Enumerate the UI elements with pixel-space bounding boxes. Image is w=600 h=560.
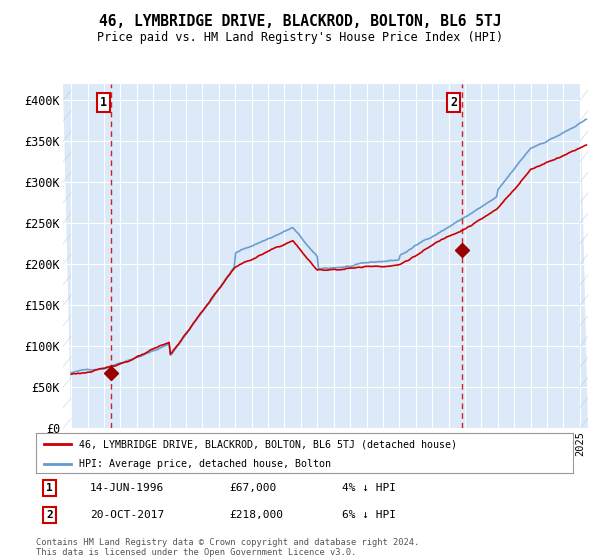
Text: 2: 2 (450, 96, 457, 109)
Text: £218,000: £218,000 (229, 510, 283, 520)
Text: Contains HM Land Registry data © Crown copyright and database right 2024.
This d: Contains HM Land Registry data © Crown c… (36, 538, 419, 557)
Polygon shape (580, 84, 588, 428)
Text: 1: 1 (100, 96, 107, 109)
Text: 1: 1 (46, 483, 53, 493)
Text: 6% ↓ HPI: 6% ↓ HPI (342, 510, 396, 520)
Text: HPI: Average price, detached house, Bolton: HPI: Average price, detached house, Bolt… (79, 459, 331, 469)
Text: Price paid vs. HM Land Registry's House Price Index (HPI): Price paid vs. HM Land Registry's House … (97, 31, 503, 44)
Text: 46, LYMBRIDGE DRIVE, BLACKROD, BOLTON, BL6 5TJ (detached house): 46, LYMBRIDGE DRIVE, BLACKROD, BOLTON, B… (79, 439, 457, 449)
Text: 46, LYMBRIDGE DRIVE, BLACKROD, BOLTON, BL6 5TJ: 46, LYMBRIDGE DRIVE, BLACKROD, BOLTON, B… (99, 14, 501, 29)
Text: 14-JUN-1996: 14-JUN-1996 (90, 483, 164, 493)
Text: 2: 2 (46, 510, 53, 520)
Polygon shape (63, 84, 71, 428)
Text: 20-OCT-2017: 20-OCT-2017 (90, 510, 164, 520)
Text: 4% ↓ HPI: 4% ↓ HPI (342, 483, 396, 493)
Text: £67,000: £67,000 (229, 483, 277, 493)
